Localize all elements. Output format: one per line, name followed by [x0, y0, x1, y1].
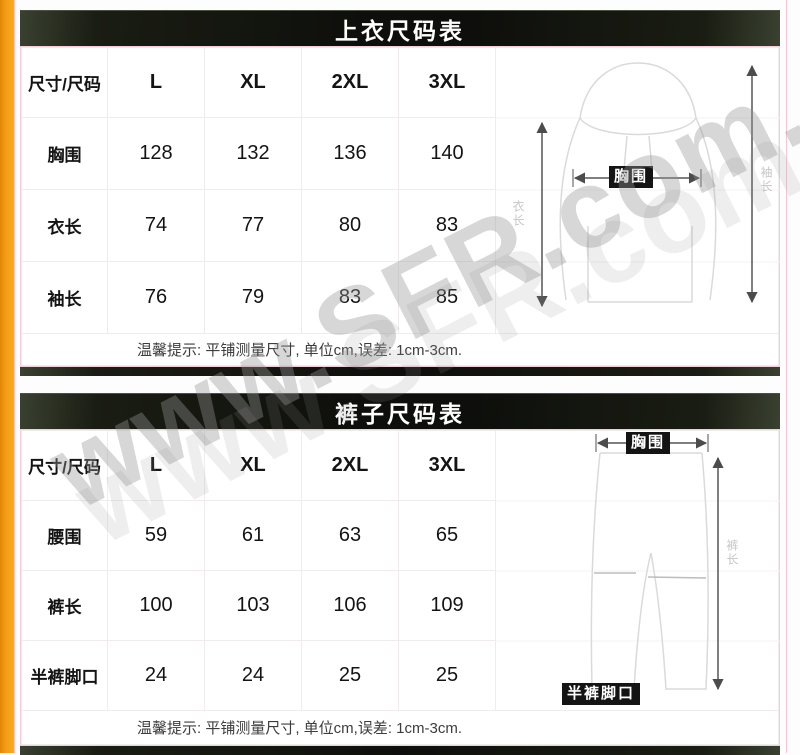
pants-chart-title-bar: 裤子尺码表	[20, 393, 780, 429]
size-value-cell: 63	[301, 500, 399, 571]
pants-length-measure-label: 裤长	[725, 539, 739, 567]
table-row: 尺寸/尺码 L XL 2XL 3XL	[21, 430, 780, 711]
top-panel-bottom-bar	[20, 367, 780, 376]
table-row: 尺寸/尺码 L XL 2XL 3XL	[21, 47, 780, 334]
pants-waist-measure-badge: 胸围	[626, 432, 671, 454]
size-value-cell: 80	[301, 189, 399, 262]
table-note-row: 温馨提示: 平铺测量尺寸, 单位cm,误差: 1cm-3cm.	[21, 333, 779, 366]
shirt-measure-diagram: 胸围 衣长 袖长	[496, 48, 780, 333]
size-value-cell: 74	[107, 189, 205, 262]
pants-panel-bottom-bar	[20, 746, 780, 755]
page-right-orange-border	[787, 0, 800, 753]
right-pink-divider	[786, 0, 787, 753]
sleeve-measure-label: 袖长	[759, 166, 773, 194]
size-header-cell: 尺寸/尺码	[21, 47, 108, 118]
shirt-diagram-cell: 胸围 衣长 袖长	[495, 47, 780, 334]
length-measure-label: 衣长	[511, 200, 525, 228]
row-label-cell: 半裤脚口	[21, 640, 108, 711]
table-row: 袖长 76 79 83 85	[21, 261, 779, 334]
size-header-cell: 2XL	[301, 47, 399, 118]
size-value-cell: 25	[398, 640, 496, 711]
row-label-cell: 裤长	[21, 570, 108, 641]
size-value-cell: 77	[204, 189, 302, 262]
pants-diagram-cell: 胸围 裤长 半裤脚口	[495, 430, 780, 711]
row-label-cell: 腰围	[21, 500, 108, 571]
size-value-cell: 24	[107, 640, 205, 711]
size-value-cell: 109	[398, 570, 496, 641]
left-pink-divider	[14, 0, 15, 753]
size-header-cell: XL	[204, 47, 302, 118]
table-row: 腰围 59 61 63 65	[21, 500, 779, 571]
size-header-cell: L	[107, 47, 205, 118]
size-value-cell: 103	[204, 570, 302, 641]
top-chart-title-bar: 上衣尺码表	[20, 10, 780, 46]
pants-size-table: 尺寸/尺码 L XL 2XL 3XL	[21, 430, 780, 745]
pants-outline-drawing	[496, 434, 780, 691]
size-value-cell: 140	[398, 117, 496, 190]
size-value-cell: 79	[204, 261, 302, 334]
top-chart-title: 上衣尺码表	[335, 17, 465, 44]
size-value-cell: 59	[107, 500, 205, 571]
pants-chart-title: 裤子尺码表	[335, 400, 465, 427]
size-value-cell: 100	[107, 570, 205, 641]
row-label-cell: 胸围	[21, 117, 108, 190]
page-left-orange-border	[0, 0, 14, 753]
size-value-cell: 24	[204, 640, 302, 711]
size-header-cell: L	[107, 430, 205, 501]
table-note-row: 温馨提示: 平铺测量尺寸, 单位cm,误差: 1cm-3cm.	[21, 710, 779, 745]
shirt-outline-drawing	[496, 62, 780, 308]
top-size-table-box: 尺寸/尺码 L XL 2XL 3XL	[20, 46, 780, 367]
top-size-chart-panel: 上衣尺码表 尺寸/尺码 L XL 2XL 3XL	[20, 10, 780, 376]
size-value-cell: 128	[107, 117, 205, 190]
table-row: 胸围 128 132 136 140	[21, 117, 779, 190]
top-size-table: 尺寸/尺码 L XL 2XL 3XL	[21, 47, 780, 366]
size-value-cell: 65	[398, 500, 496, 571]
size-header-cell: 尺寸/尺码	[21, 430, 108, 501]
size-value-cell: 25	[301, 640, 399, 711]
leg-opening-badge: 半裤脚口	[562, 683, 641, 705]
size-value-cell: 61	[204, 500, 302, 571]
size-value-cell: 76	[107, 261, 205, 334]
chest-measure-badge: 胸围	[609, 166, 654, 188]
size-value-cell: 132	[204, 117, 302, 190]
size-value-cell: 83	[398, 189, 496, 262]
size-value-cell: 106	[301, 570, 399, 641]
size-header-cell: 3XL	[398, 47, 496, 118]
pants-size-table-box: 尺寸/尺码 L XL 2XL 3XL	[20, 429, 780, 746]
size-header-cell: XL	[204, 430, 302, 501]
size-header-cell: 3XL	[398, 430, 496, 501]
size-value-cell: 136	[301, 117, 399, 190]
measure-tip-note: 温馨提示: 平铺测量尺寸, 单位cm,误差: 1cm-3cm.	[21, 710, 779, 745]
row-label-cell: 衣长	[21, 189, 108, 262]
size-value-cell: 85	[398, 261, 496, 334]
table-row: 裤长 100 103 106 109	[21, 570, 779, 641]
size-value-cell: 83	[301, 261, 399, 334]
pants-measure-diagram: 胸围 裤长 半裤脚口	[496, 431, 780, 710]
size-header-cell: 2XL	[301, 430, 399, 501]
measure-tip-note: 温馨提示: 平铺测量尺寸, 单位cm,误差: 1cm-3cm.	[21, 333, 779, 366]
row-label-cell: 袖长	[21, 261, 108, 334]
pants-size-chart-panel: 裤子尺码表 尺寸/尺码 L XL 2XL 3XL	[20, 393, 780, 755]
